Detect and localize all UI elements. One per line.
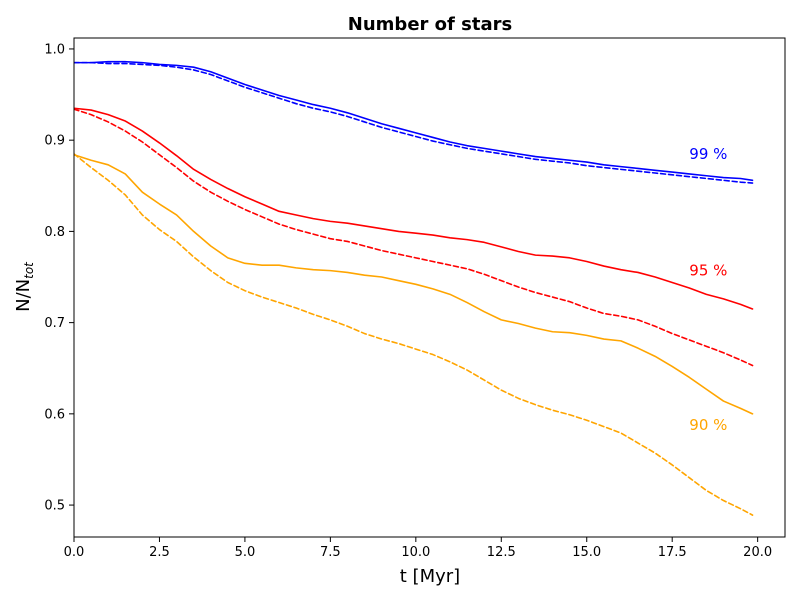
y-tick-label: 0.5 (44, 499, 65, 514)
annotation-blue: 99 % (689, 145, 727, 163)
red-solid-line (74, 107, 754, 310)
x-tick-label: 12.5 (487, 545, 516, 560)
red-dashed-line (74, 108, 754, 367)
y-axis-label-base: N/N (13, 279, 34, 312)
orange-solid-line (74, 153, 754, 415)
annotations-layer: 99 % 95 % 90 % (689, 145, 727, 434)
blue-solid-line (74, 60, 754, 182)
x-tick-label: 5.0 (235, 545, 256, 560)
x-tick-label: 0.0 (64, 545, 85, 560)
y-axis-label-subscript: tot (22, 261, 36, 279)
y-tick-label: 0.7 (44, 316, 65, 331)
annotation-red: 95 % (689, 262, 727, 280)
x-axis-label: t [Myr] (400, 566, 460, 587)
series-layer (74, 60, 754, 516)
blue-dashed-line (74, 61, 754, 184)
x-tick-label: 7.5 (320, 545, 341, 560)
x-axis-ticks: 0.0 2.5 5.0 7.5 10.0 12.5 15.0 17.5 20.0 (64, 537, 772, 560)
y-tick-label: 0.8 (44, 225, 65, 240)
y-axis-ticks: 0.5 0.6 0.7 0.8 0.9 1.0 (44, 42, 74, 514)
y-tick-label: 0.9 (44, 134, 65, 149)
orange-dashed-line (74, 153, 754, 516)
y-tick-label: 1.0 (44, 42, 65, 57)
chart-title: Number of stars (348, 14, 512, 35)
x-tick-label: 17.5 (658, 545, 687, 560)
x-tick-label: 2.5 (149, 545, 170, 560)
x-tick-label: 20.0 (743, 545, 772, 560)
x-tick-label: 15.0 (572, 545, 601, 560)
annotation-orange: 90 % (689, 416, 727, 434)
y-tick-label: 0.6 (44, 407, 65, 422)
x-tick-label: 10.0 (401, 545, 430, 560)
plot-frame (73, 37, 786, 538)
y-axis-label: N/Ntot (13, 261, 36, 312)
